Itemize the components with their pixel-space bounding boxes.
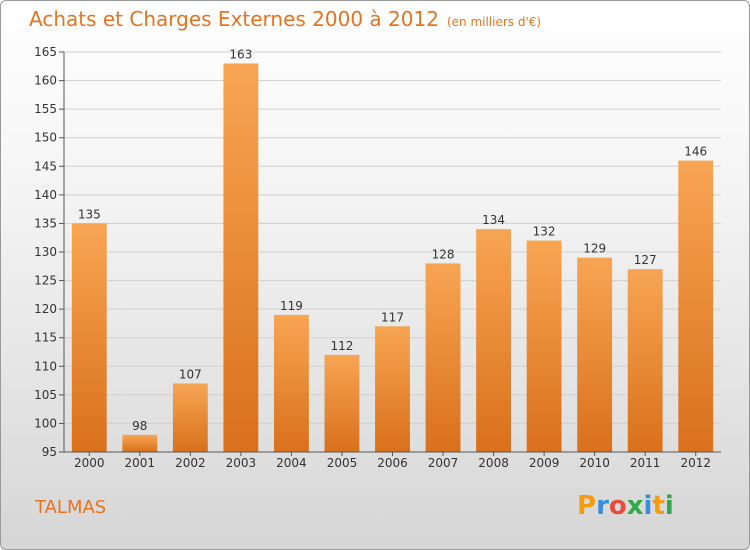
x-tick-label: 2008 [478,456,509,470]
bar [678,160,714,453]
bar [122,434,158,452]
chart-title: Achats et Charges Externes 2000 à 2012 (e… [29,7,541,31]
y-tick-label: 105 [34,388,57,402]
bar [526,240,562,452]
y-tick-label: 100 [34,416,57,430]
data-label: 146 [684,145,707,159]
bar [172,383,208,452]
logo-letter: x [626,491,644,521]
bar [273,314,309,452]
x-tick-label: 2006 [377,456,408,470]
y-tick-label: 145 [34,159,57,173]
x-tick-label: 2009 [529,456,560,470]
data-label: 127 [634,253,657,267]
logo-letter: i [664,491,674,521]
y-tick-label: 110 [34,359,57,373]
chart-subtitle: (en milliers d'€) [446,15,542,29]
bar [71,223,107,452]
bar [375,326,410,452]
proxiti-logo: Proxiti [577,491,674,521]
x-tick-label: 2003 [226,456,257,470]
logo-letter: r [596,491,609,521]
data-label: 129 [583,242,606,256]
bar [223,63,259,453]
logo-letter: P [577,491,597,521]
data-label: 128 [432,247,455,261]
y-tick-label: 140 [34,188,57,202]
y-tick-label: 120 [34,302,57,316]
x-tick-label: 2012 [680,456,711,470]
logo-letter: i [643,491,653,521]
y-tick-label: 165 [34,45,57,59]
bar [425,263,461,452]
bar [577,257,613,452]
data-label: 98 [132,419,147,433]
logo-letter: o [608,491,627,521]
x-tick-label: 2010 [579,456,610,470]
commune-name: TALMAS [35,497,107,518]
x-tick-label: 2000 [74,456,105,470]
y-tick-label: 95 [42,445,57,459]
y-tick-label: 155 [34,102,57,116]
data-label: 135 [78,207,101,221]
chart-title-text: Achats et Charges Externes 2000 à 2012 [29,7,439,31]
x-tick-label: 2004 [276,456,307,470]
x-tick-label: 2011 [630,456,661,470]
data-label: 163 [229,47,252,61]
bar [324,354,360,452]
y-tick-label: 130 [34,245,57,259]
x-tick-label: 2005 [327,456,358,470]
y-tick-label: 115 [34,331,57,345]
x-tick-label: 2002 [175,456,206,470]
data-label: 107 [179,367,202,381]
bar [627,269,663,452]
data-label: 132 [533,225,556,239]
bar [476,229,512,452]
data-label: 112 [331,339,354,353]
y-tick-label: 150 [34,131,57,145]
x-tick-label: 2001 [125,456,156,470]
data-label: 134 [482,213,505,227]
x-tick-label: 2007 [428,456,459,470]
data-label: 119 [280,299,303,313]
y-tick-label: 125 [34,274,57,288]
data-label: 117 [381,310,404,324]
logo-letter: t [652,491,665,521]
y-tick-label: 160 [34,74,57,88]
y-tick-label: 135 [34,216,57,230]
